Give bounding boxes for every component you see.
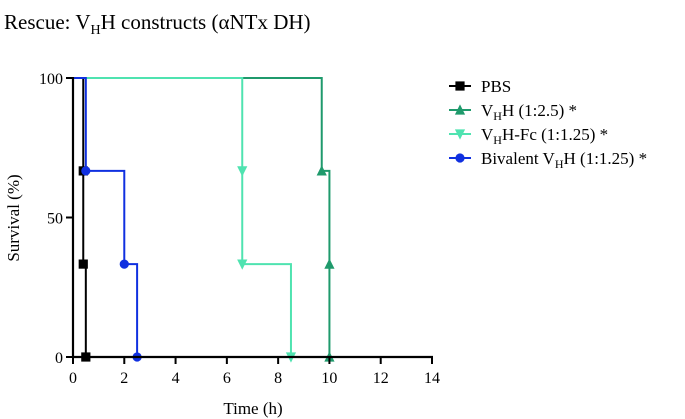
legend-label-pbs: PBS [481,77,511,96]
legend-label-bivalent-vhh: Bivalent VHH (1:1.25) * [481,149,647,171]
x-tick-label: 2 [120,370,128,387]
chart-title-rest: H constructs (αNTx DH) [101,10,311,34]
y-tick-label: 0 [55,350,63,367]
series-point-vhh-fc [237,166,248,177]
legend-marker-vhh [454,104,466,115]
series-line-bivalent-vhh [73,77,139,357]
series-point-pbs [78,259,88,269]
legend-marker-vhh-fc [454,129,466,140]
x-tick-label: 6 [223,370,231,387]
legend-marker-pbs [455,81,465,91]
series-line-pbs [73,77,87,357]
series-point-vhh [324,258,335,269]
series-point-vhh-fc [237,259,248,270]
x-tick-label: 0 [69,370,77,387]
series-point-bivalent-vhh [81,166,91,176]
series-point-bivalent-vhh [119,259,129,269]
y-tick-label: 100 [39,71,63,88]
x-tick-label: 4 [172,370,180,387]
legend-marker-bivalent-vhh [455,153,465,163]
chart-title: Rescue: VHH constructs (αNTx DH) [4,10,311,38]
chart-title-subscript: H [91,23,101,38]
y-axis-label: Survival (%) [4,174,23,261]
legend-label-vhh: VHH (1:2.5) * [481,101,577,123]
series-line-vhh [73,77,331,357]
x-tick-label: 8 [274,370,282,387]
x-tick-label: 12 [373,370,389,387]
axes: 0 2 4 6 8 10 12 14 0 50 100 [39,71,440,387]
legend-label-vhh-fc: VHH-Fc (1:1.25) * [481,125,608,147]
plot-area [73,77,335,363]
x-tick-label: 14 [424,370,440,387]
series-line-vhh-fc [73,77,292,357]
legend: PBS VHH (1:2.5) *VHH-Fc (1:1.25) *Bivalen… [449,77,647,171]
y-tick-label: 50 [47,211,63,228]
x-tick-label: 10 [321,370,337,387]
x-axis-label: Time (h) [223,399,282,418]
chart-title-main: Rescue: V [4,10,91,34]
series-point-vhh [316,165,327,176]
